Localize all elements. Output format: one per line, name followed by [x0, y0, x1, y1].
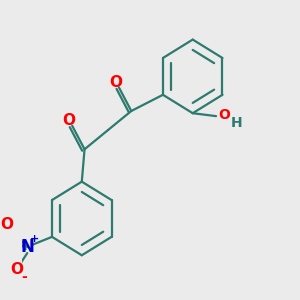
Text: O: O	[0, 217, 14, 232]
Text: O: O	[109, 75, 122, 90]
Text: O: O	[10, 262, 23, 277]
Text: -: -	[22, 271, 27, 284]
Text: N: N	[20, 238, 34, 256]
Text: O: O	[218, 108, 230, 122]
Text: +: +	[30, 234, 40, 244]
Text: H: H	[231, 116, 243, 130]
Text: O: O	[62, 113, 75, 128]
